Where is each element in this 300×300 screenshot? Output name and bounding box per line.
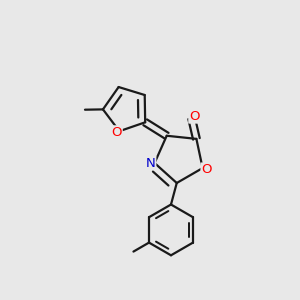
Text: O: O bbox=[112, 126, 122, 139]
Text: N: N bbox=[146, 157, 156, 169]
Text: O: O bbox=[201, 163, 211, 176]
Text: O: O bbox=[189, 110, 200, 123]
